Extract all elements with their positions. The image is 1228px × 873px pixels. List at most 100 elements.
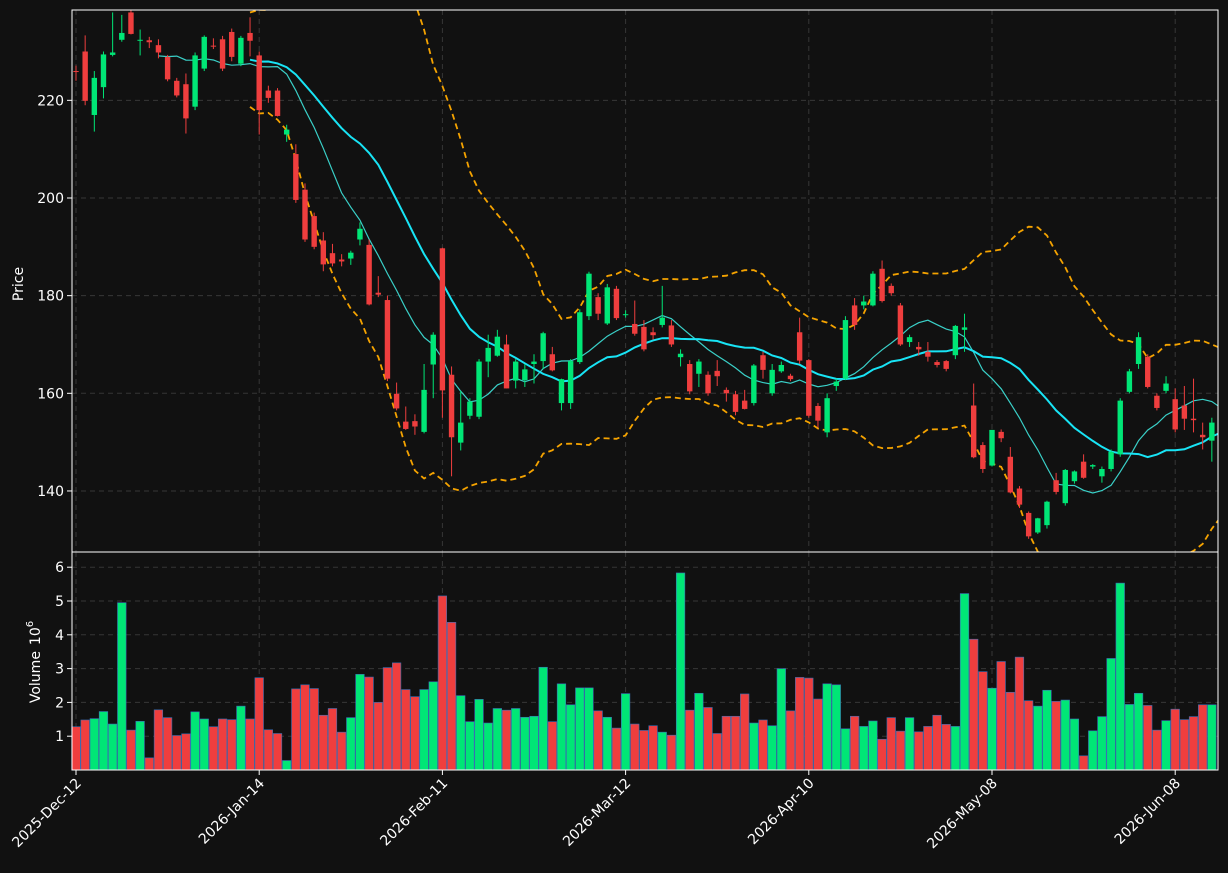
candle-body [952,325,959,356]
candle-body [1117,400,1123,455]
candle-body [1218,422,1223,435]
volume-bar [227,719,237,771]
candle-body [1209,422,1215,441]
candle-body [302,189,308,240]
candle-body [1135,337,1142,365]
volume-bar [1051,701,1061,771]
candle-body [732,394,739,412]
volume-bar [364,676,374,771]
volume-bar [1060,699,1070,771]
volume-bar [410,696,420,771]
candle-body [943,361,949,369]
volume-bar [71,726,81,771]
price-tick-label: 200 [37,191,64,207]
volume-bar [355,674,365,771]
candle-body [1080,461,1087,478]
volume-bar [1069,718,1080,771]
candle-body [540,333,546,362]
volume-bar [300,684,310,771]
volume-bar [236,705,246,771]
candle-body [430,334,436,365]
volume-bar [1079,755,1089,771]
candle-body [1199,434,1206,438]
x-tick-label: 2026-Mar-12 [560,776,634,850]
volume-bar [291,688,301,771]
volume-bar [163,717,173,771]
candle-body [980,445,986,469]
candle-body [91,77,98,115]
candle-body [577,312,583,363]
volume-bar [813,698,823,771]
candle-body [677,353,684,358]
candle-body [1016,488,1023,505]
candle-body [522,369,528,381]
volume-bar [272,733,283,771]
candle-body [897,305,904,345]
price-axis: 140 160 180 200 220 [37,93,72,500]
candle-body [622,314,629,316]
volume-bar [694,692,704,771]
candle-body [961,327,968,330]
candle-body [494,336,501,356]
volume-bar [602,716,612,771]
volume-tick-label: 4 [55,628,64,644]
volume-bar [978,671,988,771]
volume-tick-label: 3 [55,662,64,678]
volume-bar [263,729,273,771]
volume-bar [657,731,667,771]
volume-bar [859,726,869,771]
volume-bar [492,708,502,771]
candle-body [970,405,977,458]
volume-bar [648,725,658,771]
volume-bar [1014,656,1025,771]
price-panel [73,10,1223,552]
volume-bar [391,662,402,771]
candle-body [824,398,830,433]
volume-bar [941,724,951,771]
volume-bar [520,716,530,771]
volume-bar [721,715,731,771]
volume-bar [401,689,411,771]
candle-body [851,305,858,325]
volume-bar [309,688,319,771]
volume-bar [318,714,328,771]
price-gridlines [72,10,1218,552]
volume-bar [575,687,585,771]
volume-bar [208,726,219,771]
price-tick-label: 220 [37,93,64,109]
volume-bar [327,708,338,771]
candle-body [668,325,675,345]
volume-bar [254,677,264,771]
candle-body [421,389,427,432]
candle-body [659,317,665,325]
candle-body [412,421,418,427]
volume-bar [630,723,640,771]
candle-body [458,422,464,443]
candle-body [256,55,262,111]
volume-bar [1179,719,1189,771]
candle-body [906,337,913,343]
candle-body [870,273,876,306]
price-background [72,10,1218,552]
volume-bar [446,622,457,771]
volume-bar [1115,582,1125,771]
volume-bar [144,757,154,771]
volume-bar [217,718,228,771]
candle-body [109,52,116,55]
candle-body [815,406,821,421]
volume-tick-label: 1 [55,729,64,745]
candle-body [128,12,134,34]
volume-bar [190,711,200,771]
volume-bar [483,722,493,771]
candle-body [439,248,446,391]
candle-body [549,354,556,371]
volume-bar [1124,704,1134,771]
candle-body [1099,468,1105,477]
volume-bar [758,719,768,771]
volume-bar [795,677,805,771]
volume-bar [996,661,1006,771]
candle-body [210,45,217,47]
bollinger-upper-band [249,10,1218,360]
volume-bar [199,718,209,771]
volume-bar [840,728,851,771]
